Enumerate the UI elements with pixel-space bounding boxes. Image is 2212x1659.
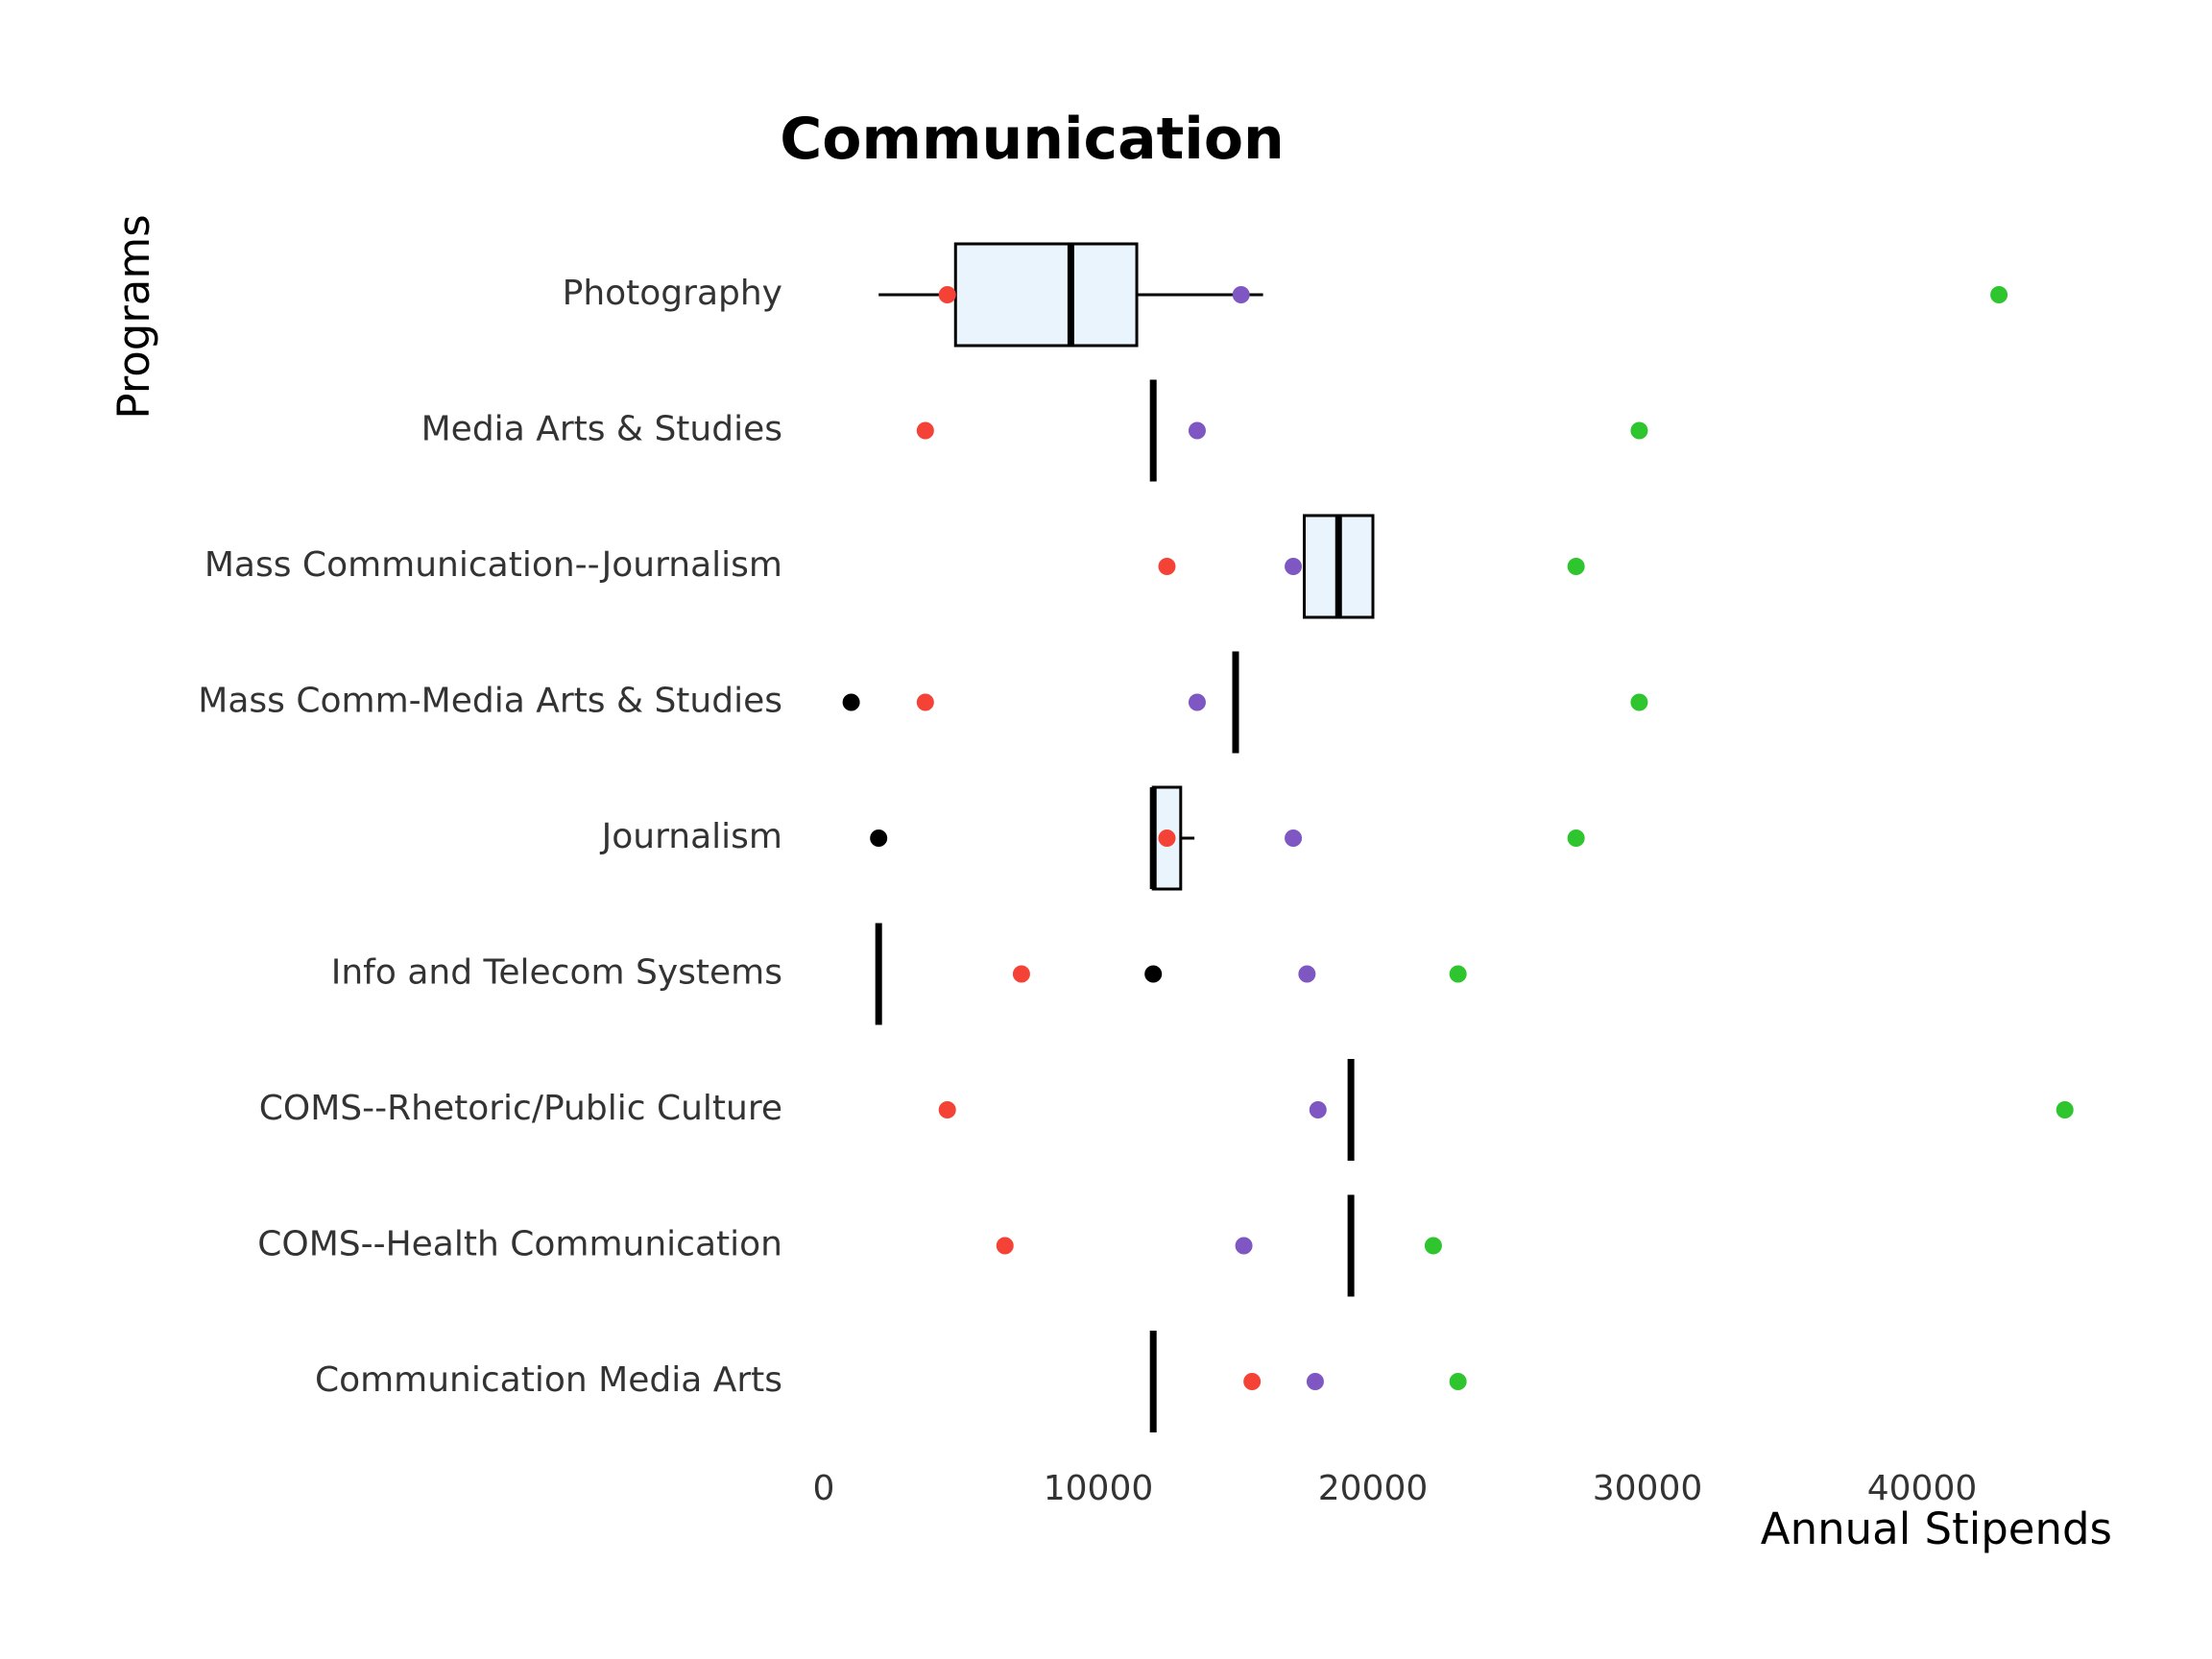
box bbox=[878, 242, 1263, 348]
x-tick-label: 10000 bbox=[1044, 1469, 1154, 1508]
data-point bbox=[1306, 1373, 1324, 1390]
category-label: Mass Communication--Journalism bbox=[204, 545, 782, 585]
data-point bbox=[996, 1237, 1014, 1255]
category-label: COMS--Health Communication bbox=[257, 1225, 782, 1264]
category-label: Mass Comm-Media Arts & Studies bbox=[198, 682, 782, 721]
data-point bbox=[1188, 421, 1206, 440]
category-label: Photography bbox=[563, 274, 782, 313]
data-point bbox=[1158, 558, 1176, 575]
data-point bbox=[1449, 965, 1467, 983]
data-point bbox=[916, 693, 934, 711]
x-axis-title: Annual Stipends bbox=[1761, 1503, 2112, 1554]
points-layer bbox=[842, 286, 2074, 1390]
data-point bbox=[1309, 1101, 1327, 1118]
data-point bbox=[1235, 1237, 1253, 1255]
data-point bbox=[2056, 1101, 2074, 1118]
category-label: Media Arts & Studies bbox=[421, 410, 782, 449]
data-point bbox=[1298, 965, 1316, 983]
data-point bbox=[1232, 286, 1250, 303]
data-point bbox=[1012, 965, 1030, 983]
x-tick-labels: 0 10000 20000 30000 40000 bbox=[813, 1469, 1978, 1508]
box bbox=[1149, 785, 1195, 891]
data-point bbox=[1144, 965, 1163, 983]
data-point bbox=[1424, 1237, 1442, 1255]
data-point bbox=[1990, 286, 2008, 303]
data-point bbox=[1449, 1373, 1467, 1390]
data-point bbox=[1158, 830, 1176, 847]
x-tick-label: 0 bbox=[813, 1469, 835, 1508]
data-point bbox=[870, 830, 888, 847]
chart-title: Communication bbox=[780, 106, 1285, 173]
category-label: Info and Telecom Systems bbox=[331, 953, 782, 993]
y-axis-title: Programs bbox=[108, 214, 159, 419]
category-label: COMS--Rhetoric/Public Culture bbox=[259, 1089, 782, 1128]
category-label: Journalism bbox=[600, 817, 782, 856]
data-point bbox=[1567, 558, 1585, 575]
y-tick-labels: Photography Media Arts & Studies Mass Comm… bbox=[198, 274, 782, 1400]
data-point bbox=[938, 1101, 956, 1118]
data-point bbox=[1567, 830, 1585, 847]
data-point bbox=[1630, 693, 1648, 711]
data-point bbox=[1285, 830, 1303, 847]
data-point bbox=[938, 286, 956, 303]
x-tick-label: 30000 bbox=[1593, 1469, 1703, 1508]
category-label: Communication Media Arts bbox=[315, 1360, 782, 1400]
x-tick-label: 40000 bbox=[1867, 1469, 1978, 1508]
box bbox=[1303, 514, 1375, 619]
box-iqr bbox=[953, 242, 1139, 348]
data-point bbox=[1243, 1373, 1262, 1390]
x-tick-label: 20000 bbox=[1318, 1469, 1429, 1508]
data-point bbox=[1285, 558, 1303, 575]
data-point bbox=[842, 693, 860, 711]
data-point bbox=[1188, 693, 1206, 711]
data-point bbox=[1630, 421, 1648, 440]
data-point bbox=[916, 421, 934, 440]
